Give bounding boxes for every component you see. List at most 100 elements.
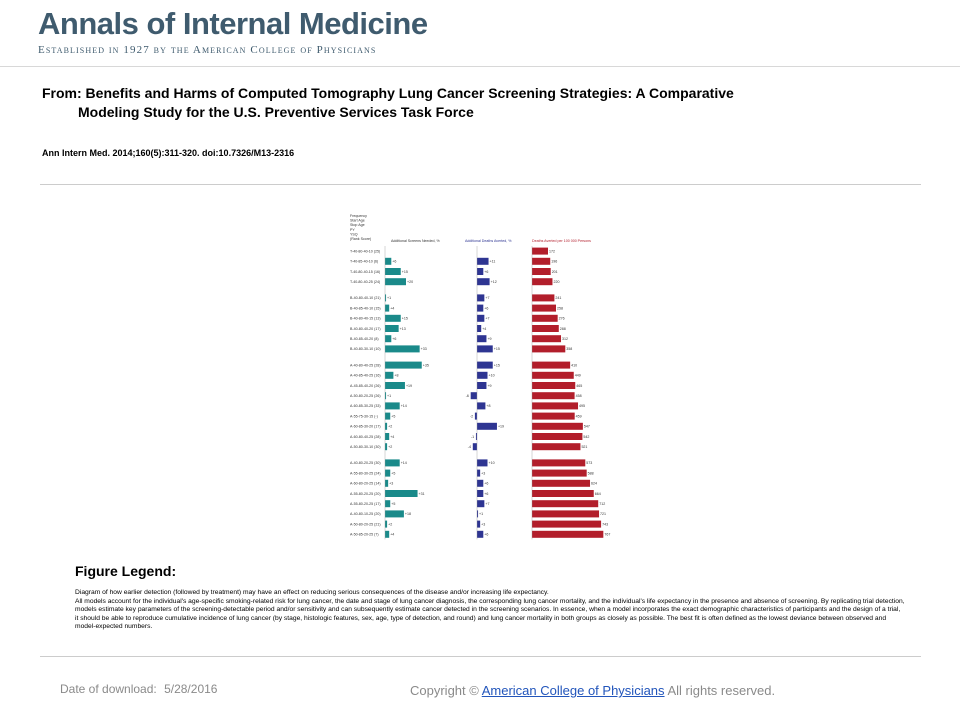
- screens-bar: [385, 335, 392, 343]
- screens-value-label: +6: [392, 337, 396, 341]
- screens-value-label: +8: [394, 374, 398, 378]
- deaths-value-label: 220: [553, 280, 559, 284]
- copyright-link[interactable]: American College of Physicians: [481, 683, 665, 698]
- header-label: YSQ: [350, 232, 358, 236]
- copyright-prefix: Copyright ©: [410, 683, 479, 698]
- article-title-line1: From: Benefits and Harms of Computed Tom…: [42, 85, 734, 101]
- screens-value-label: +33: [421, 347, 427, 351]
- averted-bar: [477, 294, 485, 302]
- deaths-value-label: 712: [599, 502, 605, 506]
- screens-bar: [385, 422, 388, 430]
- legend-title: Figure Legend:: [75, 563, 177, 579]
- row-label: A-40-80-20-25 (30): [350, 461, 381, 465]
- deaths-value-label: 743: [602, 522, 608, 526]
- averted-bar: [477, 422, 497, 430]
- screens-bar: [385, 325, 399, 332]
- deaths-bar: [532, 325, 559, 332]
- screens-value-label: +4: [390, 306, 394, 310]
- legend-paragraph-1: Diagram of how earlier detection (follow…: [75, 589, 549, 596]
- screens-value-label: +3: [389, 482, 393, 486]
- screens-bar: [385, 371, 394, 379]
- row-label: A-60-85-30-20 (17): [350, 425, 381, 429]
- averted-bar: [477, 469, 481, 477]
- averted-value-label: +12: [491, 280, 497, 284]
- deaths-bar: [532, 278, 553, 286]
- averted-bar: [474, 412, 477, 420]
- screens-bar: [385, 469, 391, 477]
- screens-value-label: +4: [390, 435, 394, 439]
- deaths-value-label: 459: [576, 414, 582, 418]
- averted-bar: [477, 345, 493, 353]
- deaths-bar: [532, 257, 551, 265]
- row-label: T-40-85-40-10 (6): [350, 260, 378, 264]
- averted-value-label: +7: [485, 502, 489, 506]
- legend-paragraph-2: All models account for the individual's …: [75, 597, 905, 631]
- deaths-bar: [532, 392, 575, 400]
- screens-bar: [385, 314, 401, 322]
- deaths-value-label: 449: [575, 374, 581, 378]
- row-label: A-60-85-30-25 (33): [350, 404, 381, 408]
- panel-title-averted: Additional Deaths Averted, %: [465, 239, 512, 243]
- averted-value-label: +7: [485, 296, 489, 300]
- deaths-bar: [532, 479, 591, 487]
- row-label: A-55-80-20-25 (17): [350, 502, 381, 506]
- averted-bar: [477, 304, 484, 312]
- screens-bar: [385, 257, 392, 265]
- averted-value-label: -2: [470, 414, 473, 418]
- deaths-value-label: 410: [571, 363, 577, 367]
- screens-bar: [385, 500, 391, 508]
- deaths-value-label: 201: [552, 270, 558, 274]
- screens-bar: [385, 510, 404, 518]
- header-label: Stop Age: [350, 223, 365, 227]
- panel-title-deaths: Deaths Averted per 100 000 Persons: [532, 239, 591, 243]
- deaths-value-label: 547: [584, 425, 590, 429]
- row-label: T-40-80-40-25 (24): [350, 280, 380, 284]
- averted-value-label: -1: [471, 435, 474, 439]
- averted-value-label: +11: [490, 260, 496, 264]
- row-label: T-40-80-40-10 (25): [350, 249, 380, 253]
- averted-value-label: +9: [487, 337, 491, 341]
- averted-value-label: -6: [466, 394, 469, 398]
- deaths-value-label: 312: [562, 337, 568, 341]
- screens-bar: [385, 479, 389, 487]
- deaths-value-label: 495: [579, 404, 585, 408]
- panel-title-screens: Additional Screens Needed, %: [391, 239, 441, 243]
- deaths-bar: [532, 335, 562, 343]
- deaths-value-label: 196: [551, 260, 557, 264]
- deaths-value-label: 542: [583, 435, 589, 439]
- screens-bar: [385, 412, 391, 420]
- screens-value-label: +15: [402, 317, 408, 321]
- row-label: B-40-80-40-10 (21): [350, 296, 381, 300]
- deaths-bar: [532, 469, 587, 477]
- screens-value-label: +2: [388, 522, 392, 526]
- deaths-value-label: 465: [576, 384, 582, 388]
- averted-value-label: +19: [498, 425, 504, 429]
- row-label: A-50-80-30-10 (30): [350, 445, 381, 449]
- screens-value-label: +2: [388, 445, 392, 449]
- screens-value-label: +31: [419, 492, 425, 496]
- download-date: Date of download: 5/28/2016: [60, 682, 221, 696]
- averted-value-label: +10: [489, 374, 495, 378]
- averted-bar: [477, 520, 481, 528]
- screens-bar: [385, 443, 388, 451]
- averted-bar: [477, 510, 479, 518]
- deaths-bar: [532, 382, 576, 389]
- article-title-line2: Modeling Study for the U.S. Preventive S…: [78, 104, 474, 120]
- averted-value-label: -4: [468, 445, 471, 449]
- deaths-value-label: 573: [586, 461, 592, 465]
- averted-bar: [477, 530, 484, 538]
- screens-bar: [385, 294, 387, 302]
- screens-value-label: +18: [405, 512, 411, 516]
- row-label: B-40-85-40-10 (15): [350, 306, 381, 310]
- deaths-bar: [532, 443, 581, 451]
- screens-value-label: +5: [391, 414, 395, 418]
- deaths-value-label: 721: [600, 512, 606, 516]
- averted-bar: [477, 459, 488, 467]
- legend-body: Diagram of how earlier detection (follow…: [75, 589, 905, 632]
- screens-value-label: +5: [391, 502, 395, 506]
- averted-bar: [477, 268, 484, 275]
- averted-value-label: +4: [482, 327, 486, 331]
- copyright-suffix: All rights reserved.: [667, 683, 776, 698]
- row-label: A-40-85-40-25 (16): [350, 374, 381, 378]
